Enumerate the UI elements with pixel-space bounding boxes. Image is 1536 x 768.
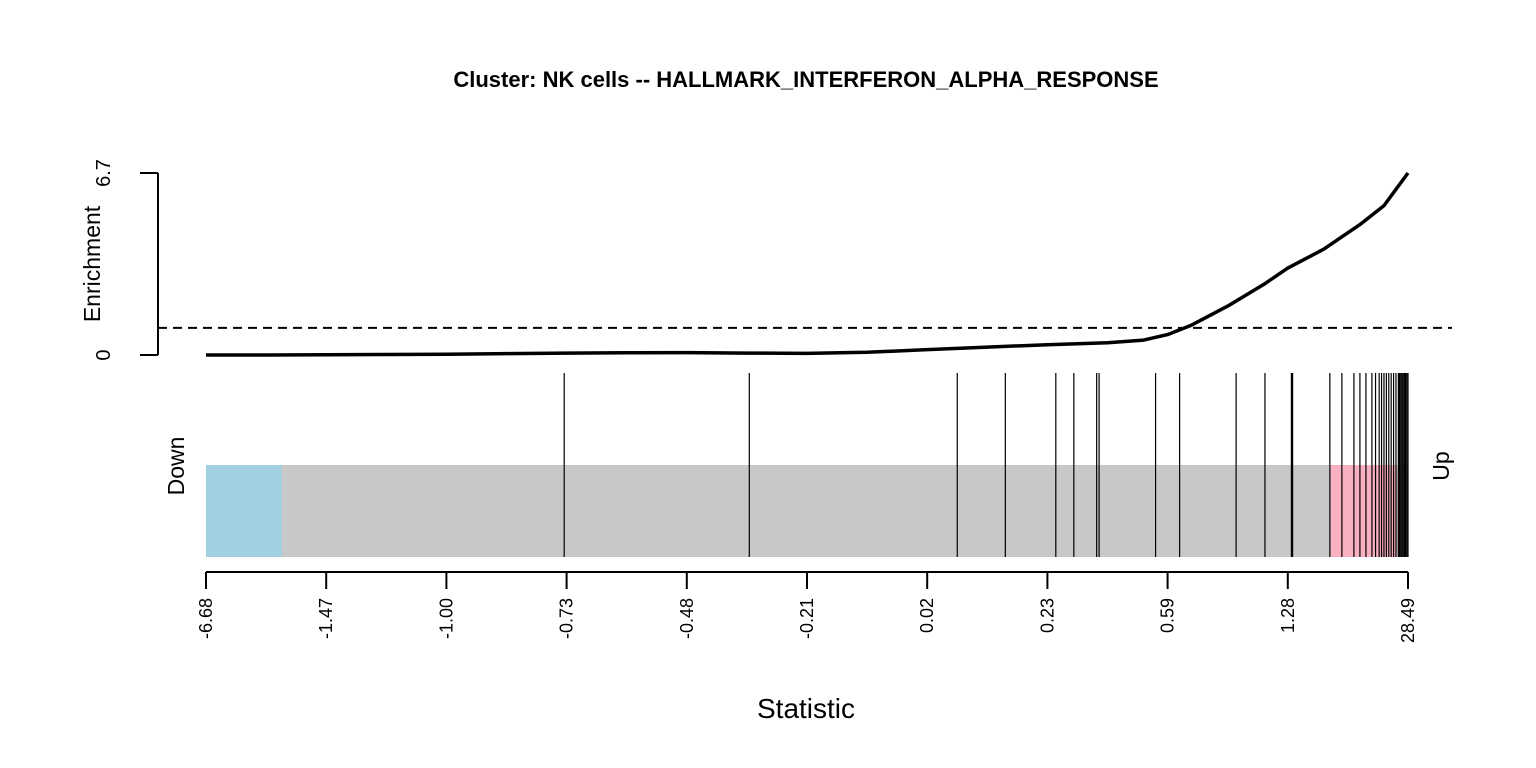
x-tick-label-0: -6.68 bbox=[196, 598, 216, 639]
barcode-up-region bbox=[1329, 465, 1396, 557]
x-axis: -6.68 -1.47 -1.00 -0.73 -0.48 -0.21 0.02 0.23 0.… bbox=[196, 571, 1418, 643]
up-label: Up bbox=[1428, 451, 1454, 480]
x-tick-label-4: -0.48 bbox=[677, 598, 697, 639]
barcode-middle-region bbox=[206, 465, 1408, 557]
gene-barcode-lines bbox=[563, 373, 1409, 557]
x-tick-label-9: 1.28 bbox=[1278, 598, 1298, 633]
x-tick-label-3: -0.73 bbox=[557, 598, 577, 639]
chart-title: Cluster: NK cells -- HALLMARK_INTERFERON… bbox=[453, 67, 1158, 92]
barcode-panel: Down Up bbox=[163, 373, 1454, 557]
x-tick-label-8: 0.59 bbox=[1158, 598, 1178, 633]
enrichment-curve bbox=[206, 171, 1410, 357]
down-label: Down bbox=[163, 437, 189, 496]
x-tick-label-1: -1.47 bbox=[316, 598, 336, 639]
x-tick-label-7: 0.23 bbox=[1037, 598, 1057, 633]
x-axis-title: Statistic bbox=[757, 693, 855, 724]
y-tick-label-0: 0 bbox=[93, 349, 115, 360]
x-tick-label-5: -0.21 bbox=[797, 598, 817, 639]
barcode-down-region bbox=[206, 465, 282, 557]
x-tick-label-6: 0.02 bbox=[917, 598, 937, 633]
enrichment-panel: 0 6.7 Enrichment bbox=[79, 159, 1452, 361]
y-axis-title: Enrichment bbox=[79, 205, 105, 322]
x-tick-label-2: -1.00 bbox=[436, 598, 456, 639]
y-tick-label-max: 6.7 bbox=[93, 159, 115, 187]
x-tick-label-10: 28.49 bbox=[1398, 598, 1418, 643]
